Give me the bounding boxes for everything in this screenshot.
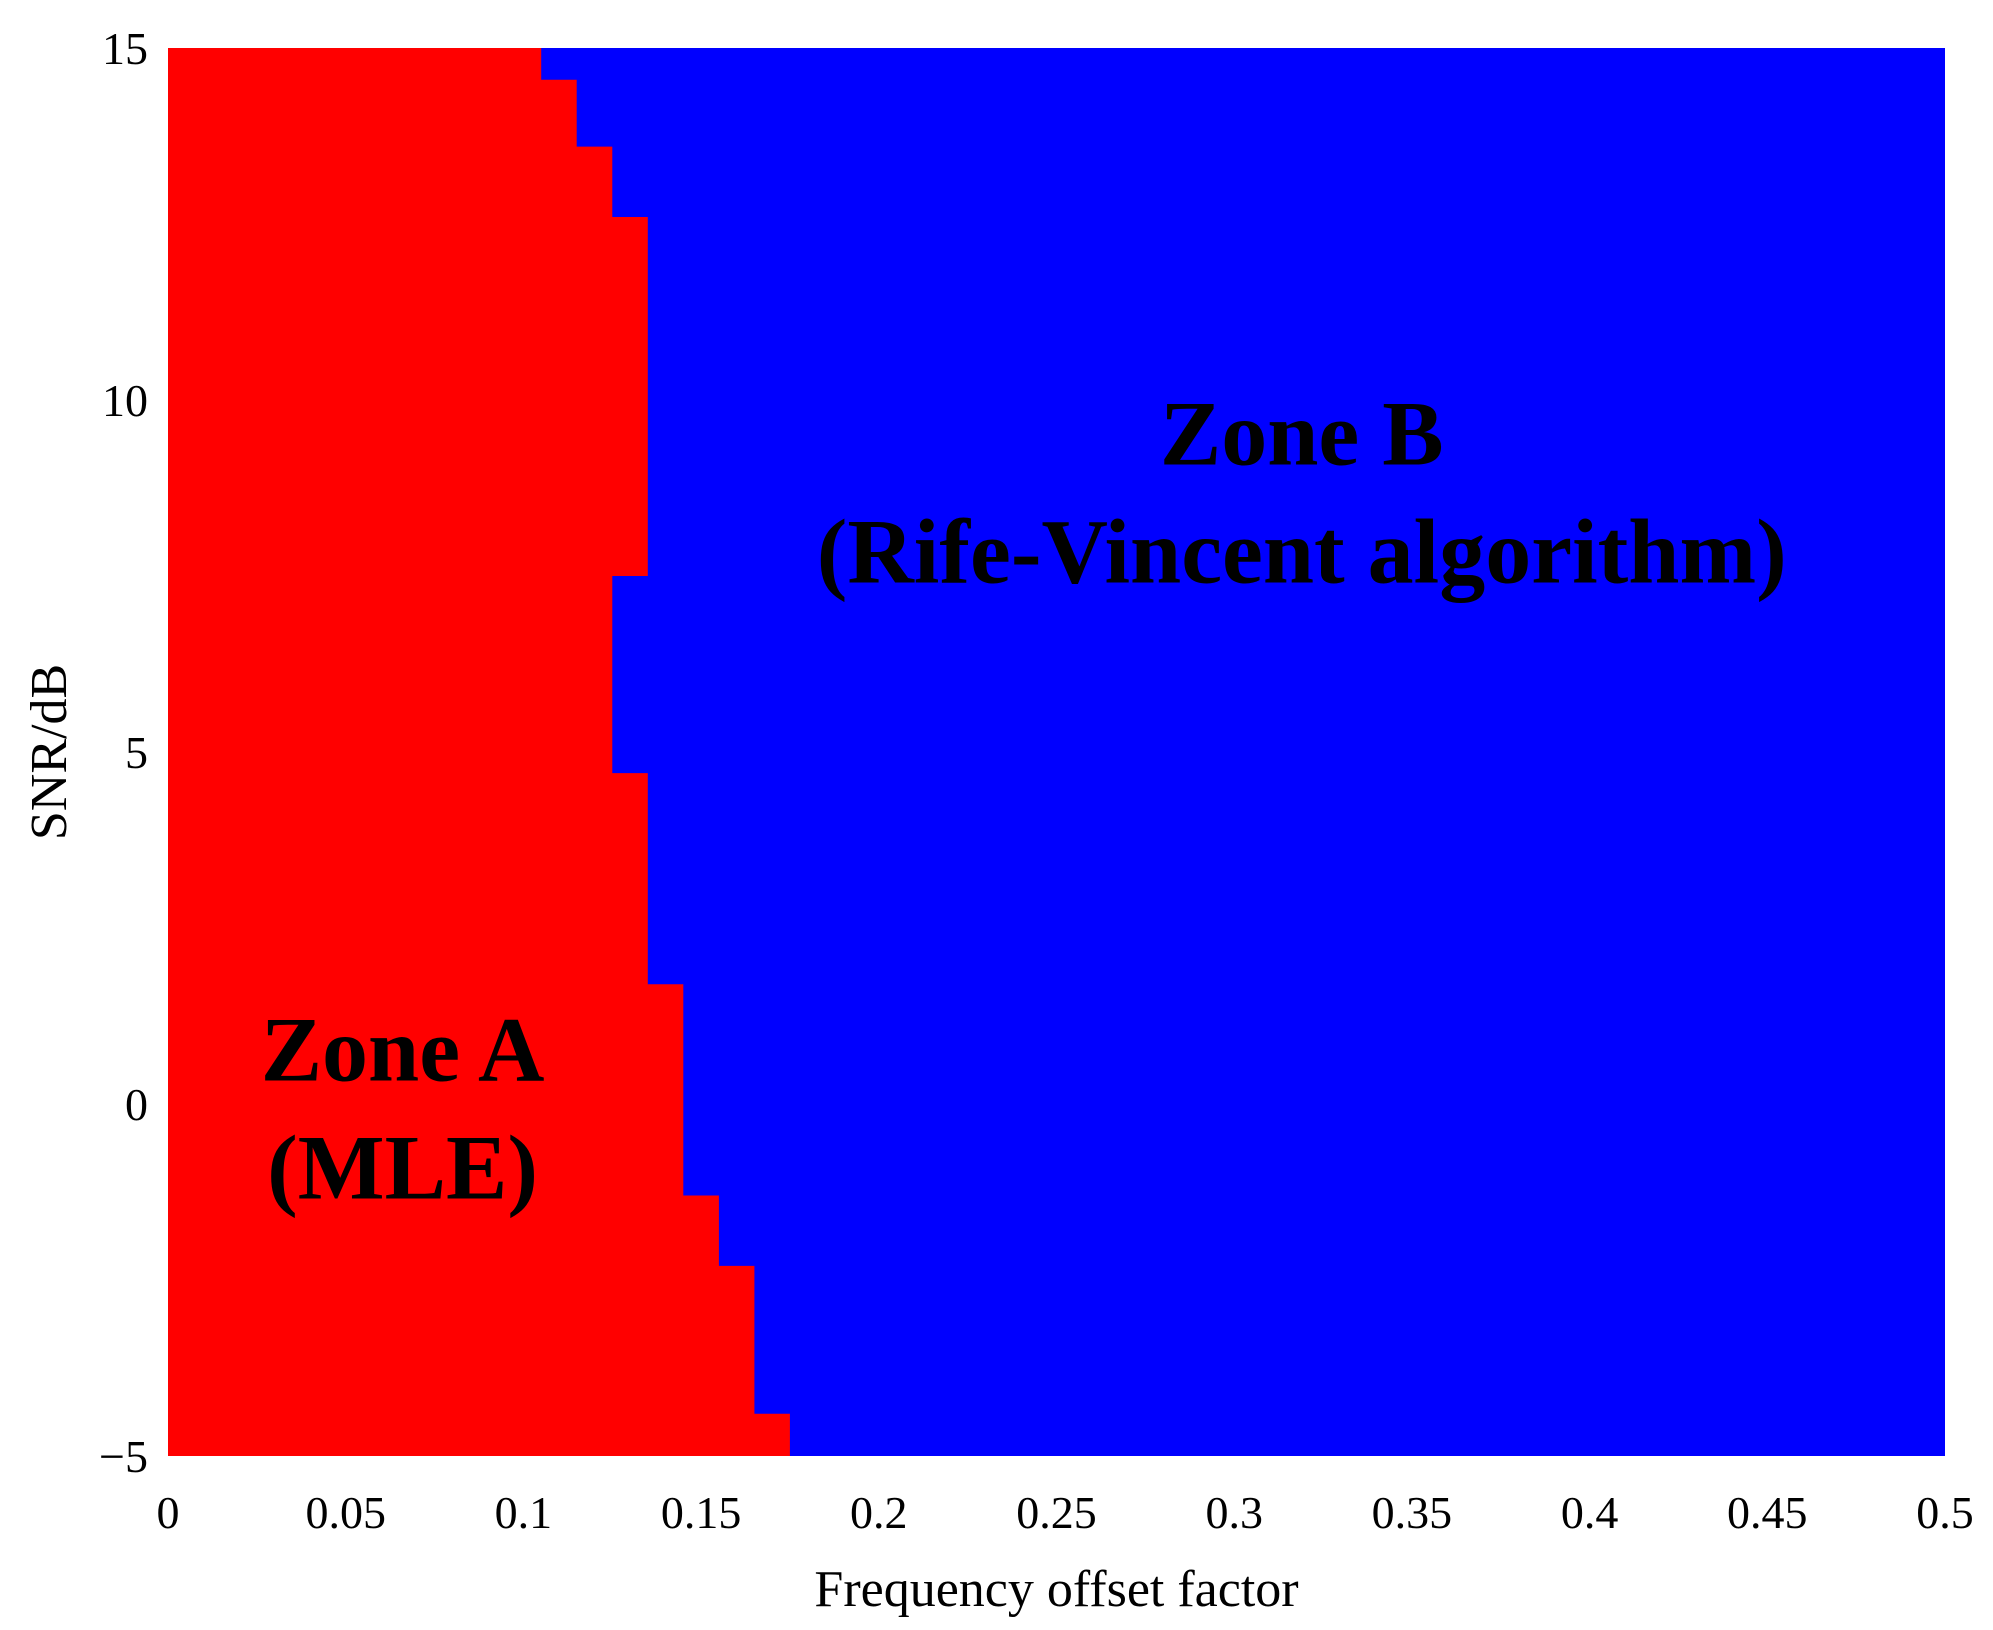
x-tick-label: 0.4 (1561, 1487, 1619, 1538)
zone-b-name: Zone B (1160, 382, 1444, 484)
x-tick-label: 0.35 (1372, 1487, 1453, 1538)
y-tick-label: 15 (102, 23, 148, 74)
x-tick-label: 0 (157, 1487, 180, 1538)
x-tick-label: 0.2 (850, 1487, 908, 1538)
x-axis-ticks: 0 0.05 0.1 0.15 0.2 0.25 0.3 0.35 0.4 0.45 0.5 (157, 1487, 1974, 1538)
y-tick-label: 5 (125, 727, 148, 778)
x-tick-label: 0.3 (1205, 1487, 1263, 1538)
zone-b-method: (Rife-Vincent algorithm) (817, 500, 1787, 602)
y-tick-label: −5 (99, 1431, 148, 1482)
y-tick-label: 10 (102, 375, 148, 426)
x-tick-label: 0.1 (495, 1487, 553, 1538)
y-axis-ticks: −5 0 5 10 15 (99, 23, 148, 1482)
x-axis-label: Frequency offset factor (814, 1561, 1298, 1618)
x-tick-label: 0.15 (661, 1487, 742, 1538)
zone-a-region (168, 48, 790, 1456)
x-tick-label: 0.5 (1916, 1487, 1974, 1538)
x-tick-label: 0.25 (1016, 1487, 1097, 1538)
x-tick-label: 0.05 (305, 1487, 386, 1538)
zone-a-name: Zone A (261, 998, 545, 1100)
y-tick-label: 0 (125, 1079, 148, 1130)
y-axis-label: SNR/dB (21, 664, 78, 840)
plot-area (168, 48, 1945, 1456)
zone-a-method: (MLE) (267, 1116, 538, 1218)
x-tick-label: 0.45 (1727, 1487, 1808, 1538)
